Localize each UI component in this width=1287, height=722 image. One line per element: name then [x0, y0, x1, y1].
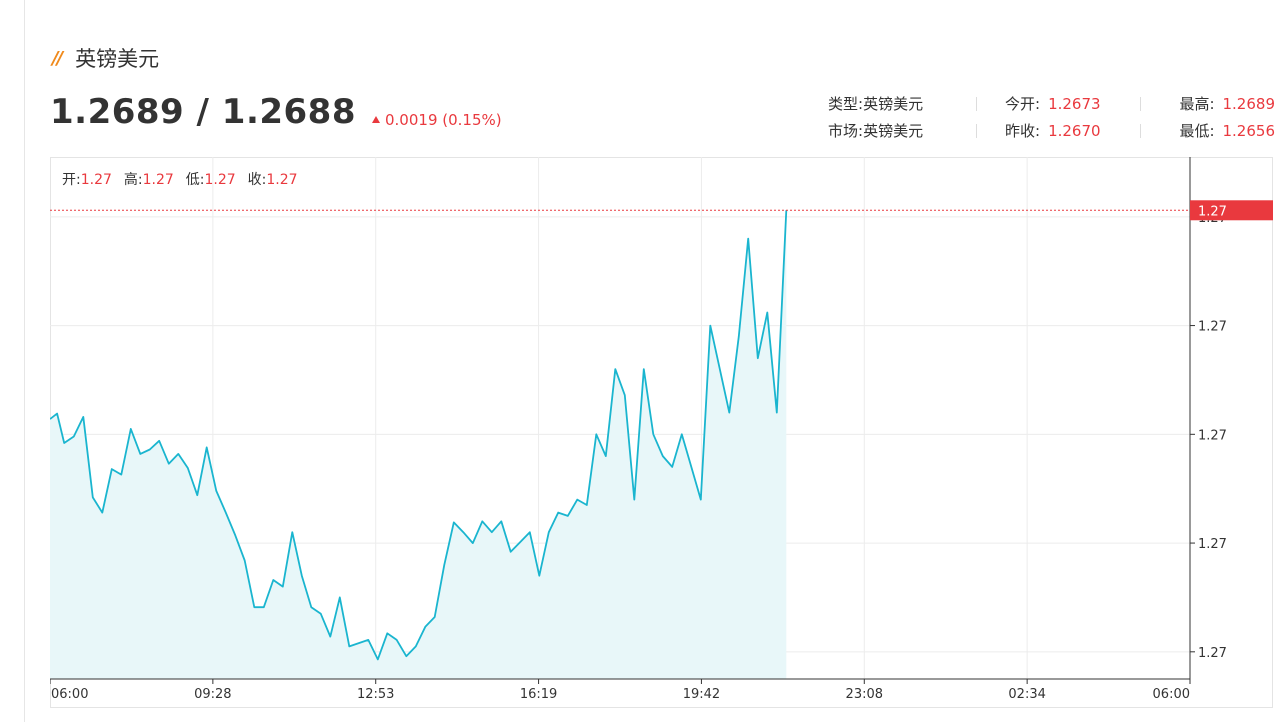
time-axis: 06:00 09:28 12:53 16:19 19:42 23:08 02:34 06:00: [50, 679, 1191, 702]
ohlc-open-label: 开:: [62, 172, 81, 188]
ohlc-high-label: 高:: [124, 171, 143, 188]
info-high: 最高: 1.2689: [1169, 93, 1275, 114]
info-label: 今开:: [1005, 95, 1041, 113]
divider: [976, 123, 977, 138]
info-prev-close: 昨收: 1.2670: [1005, 120, 1112, 141]
info-open: 今开: 1.2673: [1005, 93, 1112, 114]
info-label: 类型:: [828, 95, 864, 113]
ohlc-open-value: 1.27: [81, 172, 112, 188]
info-value: 1.2689: [1222, 94, 1276, 113]
info-value: 1.2656: [1222, 121, 1276, 140]
left-border: [24, 0, 25, 722]
price-tick-label: 1.27: [1198, 537, 1227, 552]
price-chart[interactable]: 1.27 1.27 1.27 1.27 1.27 06:00 09:28 12:53 16:1…: [50, 157, 1274, 709]
ohlc-close-label: 收:: [248, 172, 267, 188]
time-tick-label: 19:42: [683, 687, 720, 702]
current-price-tag-bg: [1190, 200, 1273, 221]
double-slash-logo-icon: //: [52, 47, 63, 69]
up-arrow-icon: [372, 116, 380, 123]
info-label: 最高:: [1179, 95, 1215, 113]
info-label: 昨收:: [1005, 122, 1041, 140]
time-tick-label: 09:28: [194, 687, 231, 702]
price-change-value: 0.0019 (0.15%): [385, 110, 502, 129]
info-label: 市场:: [828, 122, 864, 140]
info-value: 英镑美元: [863, 122, 924, 140]
time-tick-label: 16:19: [520, 687, 557, 702]
time-tick-label: 06:00: [1153, 687, 1190, 702]
page-title: 英镑美元: [75, 47, 160, 71]
ohlc-readout: 开:1.27 高:1.27 低:1.27 收:1.27: [62, 171, 298, 188]
ohlc-close-value: 1.27: [266, 172, 297, 188]
info-row-2: 市场: 英镑美元 昨收: 1.2670 最低: 1.2656: [828, 117, 1275, 144]
info-market: 市场: 英镑美元: [828, 120, 948, 141]
current-price: 1.2689 / 1.2688: [50, 92, 356, 132]
time-tick-label: 06:00: [51, 687, 88, 702]
time-tick-label: 12:53: [357, 687, 394, 702]
info-low: 最低: 1.2656: [1169, 120, 1275, 141]
divider: [1140, 123, 1141, 138]
quote-row: 1.2689 / 1.2688 0.0019 (0.15%): [50, 92, 502, 132]
current-price-tag-label: 1.27: [1198, 204, 1227, 219]
info-value: 1.2670: [1048, 121, 1101, 140]
info-type: 类型: 英镑美元: [828, 93, 948, 114]
page-header: // 英镑美元: [52, 42, 159, 74]
price-area-fill: [50, 210, 787, 680]
info-value: 英镑美元: [863, 95, 924, 113]
divider: [1140, 96, 1141, 111]
price-tick-label: 1.27: [1198, 320, 1227, 335]
price-tick-label: 1.27: [1198, 428, 1227, 443]
info-value: 1.2673: [1048, 94, 1101, 113]
info-row-1: 类型: 英镑美元 今开: 1.2673 最高: 1.2689: [828, 90, 1275, 117]
time-tick-label: 02:34: [1008, 687, 1045, 702]
price-line: [50, 210, 788, 661]
price-change: 0.0019 (0.15%): [372, 111, 502, 129]
ohlc-high-value: 1.27: [143, 172, 174, 188]
current-price-tag: 1.27: [1190, 200, 1273, 221]
ohlc-low-label: 低:: [186, 172, 205, 188]
info-label: 最低:: [1179, 122, 1215, 140]
price-tick-label: 1.27: [1198, 646, 1227, 661]
time-tick-label: 23:08: [846, 687, 883, 702]
quote-info-panel: 类型: 英镑美元 今开: 1.2673 最高: 1.2689 市场: 英镑美元 …: [828, 90, 1275, 144]
divider: [976, 96, 977, 111]
ohlc-low-value: 1.27: [205, 172, 236, 188]
